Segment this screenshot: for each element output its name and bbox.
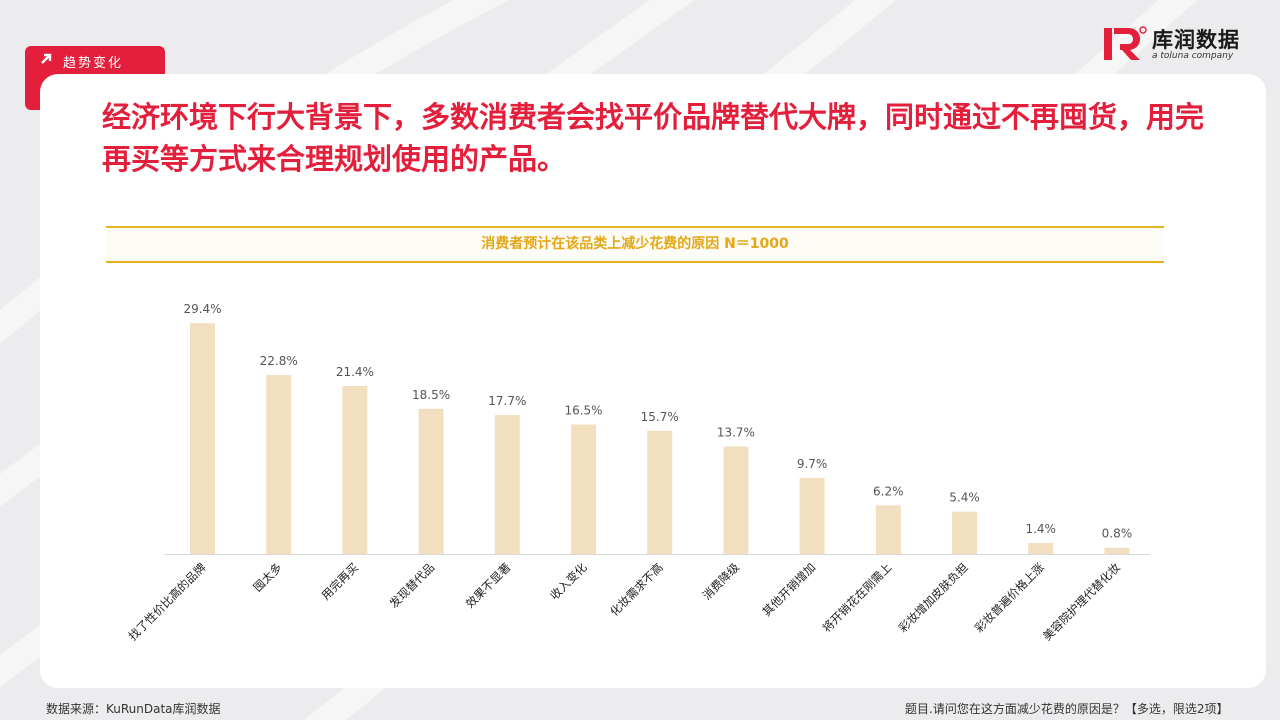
- category-label: 发现替代品: [387, 560, 438, 611]
- bar: [875, 505, 901, 554]
- category-label: 消费降级: [700, 560, 743, 603]
- data-label: 29.4%: [183, 302, 221, 316]
- category-label: 化妆需求不高: [607, 560, 666, 619]
- chart-title-band: 消费者预计在该品类上减少花费的原因 N＝1000: [106, 226, 1164, 263]
- arrow-up-right-icon: [41, 53, 52, 64]
- data-label: 5.4%: [949, 491, 980, 505]
- bar: [494, 415, 520, 554]
- section-tag-label: 趋势变化: [63, 56, 124, 71]
- logo-tagline: a toluna company: [1152, 51, 1234, 61]
- page-headline: 经济环境下行大背景下，多数消费者会找平价品牌替代大牌，同时通过不再囤货，用完再买…: [102, 100, 1205, 176]
- category-label: 彩妆增加皮肤负担: [896, 560, 971, 635]
- category-label: 找了性价比高的品牌: [126, 560, 209, 643]
- content-card: [40, 74, 1266, 688]
- bar: [723, 446, 749, 554]
- kurun-logo-mark-icon: [1104, 26, 1147, 60]
- bar: [418, 408, 444, 554]
- data-label: 17.7%: [488, 394, 526, 408]
- data-label: 13.7%: [717, 425, 755, 439]
- data-label: 0.8%: [1102, 527, 1133, 541]
- data-label: 6.2%: [873, 484, 904, 498]
- bar: [952, 511, 977, 554]
- data-source: 数据来源：KuRunData库润数据: [46, 702, 221, 716]
- bar: [1028, 543, 1054, 554]
- data-label: 9.7%: [797, 457, 828, 471]
- data-label: 16.5%: [564, 403, 602, 417]
- bar: [266, 375, 292, 554]
- category-label: 囤太多: [251, 560, 285, 594]
- data-label: 21.4%: [336, 365, 374, 379]
- category-label: 其他开销增加: [760, 560, 819, 619]
- category-label: 效果不显著: [463, 560, 514, 611]
- category-label: 将开销花在刚需上: [819, 560, 894, 635]
- bar: [571, 424, 596, 554]
- category-label: 用完再买: [319, 560, 361, 602]
- data-label: 1.4%: [1025, 522, 1056, 536]
- chart-title: 消费者预计在该品类上减少花费的原因 N＝1000: [481, 236, 789, 252]
- bar: [647, 430, 673, 554]
- data-label: 22.8%: [260, 354, 298, 368]
- category-label: 美容院护理代替化妆: [1040, 560, 1123, 643]
- category-label: 收入变化: [547, 560, 590, 603]
- bar: [342, 386, 368, 554]
- survey-question: 题目.请问您在这方面减少花费的原因是？【多选，限选2项】: [905, 702, 1229, 716]
- data-label: 15.7%: [641, 410, 679, 424]
- category-label: 彩妆普遍价格上涨: [972, 560, 1047, 635]
- bar: [190, 323, 215, 554]
- data-label: 18.5%: [412, 388, 450, 402]
- bar: [1104, 547, 1130, 554]
- bar: [799, 477, 825, 554]
- logo-name: 库润数据: [1152, 28, 1240, 52]
- brand-logo: 库润数据 a toluna company: [1102, 24, 1252, 64]
